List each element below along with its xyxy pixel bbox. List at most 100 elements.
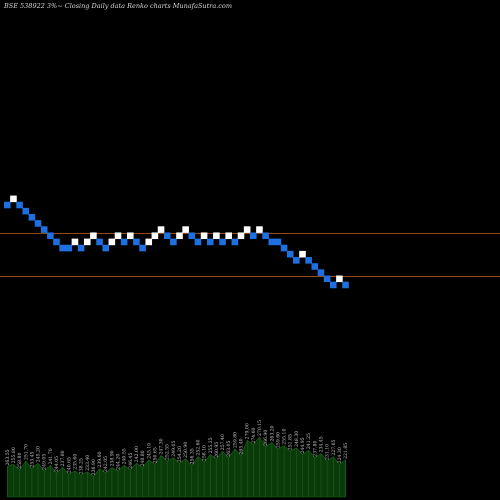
volume-label: 248.80 xyxy=(140,450,146,466)
renko-brick-down xyxy=(65,244,73,252)
volume-label: 241.70 xyxy=(48,448,54,464)
volume-label: 231.10 xyxy=(325,444,331,460)
volume-label: 274.60 xyxy=(251,427,257,443)
volume-label: 238.25 xyxy=(79,458,85,474)
volume-label: 242.00 xyxy=(134,446,140,462)
volume-label: 255.10 xyxy=(282,429,288,445)
renko-brick-down xyxy=(194,238,202,246)
volume-label: 234.45 xyxy=(319,436,325,452)
volume-label: 244.05 xyxy=(54,456,60,472)
volume-label: 252.60 xyxy=(196,439,202,455)
renko-brick-down xyxy=(342,281,349,289)
volume-label: 235.60 xyxy=(73,454,79,470)
volume-label: 233.40 xyxy=(85,455,91,471)
volume-label: 263.20 xyxy=(269,425,275,441)
volume-label: 242.05 xyxy=(103,456,109,472)
volume-label: 254.20 xyxy=(177,446,183,462)
volume-label: 258.10 xyxy=(202,445,208,461)
volume-label: 260.95 xyxy=(214,442,220,458)
volume-label: 257.40 xyxy=(220,434,226,450)
renko-brick-up xyxy=(256,226,263,233)
renko-brick-up xyxy=(114,232,122,240)
renko-brick-up xyxy=(200,232,208,240)
volume-label: 250.90 xyxy=(183,442,189,458)
renko-brick-up xyxy=(145,238,153,246)
volume-label: 256.35 xyxy=(189,448,195,464)
renko-brick-down xyxy=(317,269,325,276)
renko-brick-down xyxy=(34,220,42,227)
renko-brick-up xyxy=(243,226,251,233)
renko-brick-down xyxy=(53,238,60,246)
renko-bricks xyxy=(4,195,349,289)
volume-label: 251.70 xyxy=(23,444,29,460)
renko-brick-up xyxy=(90,232,97,240)
volume-label: 246.45 xyxy=(128,453,134,469)
volume-label: 266.90 xyxy=(263,430,269,446)
renko-brick-down xyxy=(139,244,146,252)
renko-brick-up xyxy=(299,250,306,258)
volume-label: 253.45 xyxy=(29,451,35,467)
renko-brick-down xyxy=(231,238,239,246)
volume-label: 236.90 xyxy=(91,459,97,475)
volume-label: 270.15 xyxy=(257,420,263,436)
volume-label: 237.80 xyxy=(312,441,318,457)
renko-brick-up xyxy=(157,226,165,233)
volume-label: 250.65 xyxy=(152,447,158,463)
volume-label: 251.85 xyxy=(288,434,294,450)
renko-brick-down xyxy=(286,250,294,258)
renko-brick-down xyxy=(206,238,214,246)
volume-label: 239.60 xyxy=(97,451,103,467)
volume-label: 247.30 xyxy=(159,438,165,454)
renko-brick-up xyxy=(108,238,116,246)
volume-label: 255.25 xyxy=(208,437,214,453)
renko-brick-down xyxy=(323,275,331,283)
volume-label: 241.25 xyxy=(306,433,312,449)
volume-label: 240.55 xyxy=(122,448,128,464)
volume-label: 249.05 xyxy=(171,441,177,457)
volume-label: 249.05 xyxy=(42,454,48,470)
volume-label: 263.55 xyxy=(5,449,11,465)
renko-brick-down xyxy=(274,238,282,246)
renko-brick-down xyxy=(133,238,140,246)
volume-label: 240.65 xyxy=(66,457,72,473)
renko-brick-down xyxy=(28,214,36,221)
volume-label: 259.60 xyxy=(275,432,281,448)
renko-brick-down xyxy=(77,244,85,252)
chart-header: BSE 538922 3%~ Closing Daily data Renko … xyxy=(3,2,232,10)
volume-label: 259.80 xyxy=(232,432,238,448)
renko-brick-down xyxy=(219,238,226,246)
renko-brick-up xyxy=(176,232,183,240)
renko-brick-up xyxy=(213,232,220,240)
volume-label: 227.65 xyxy=(331,439,337,455)
renko-brick-down xyxy=(311,263,319,270)
volume-label: 244.20 xyxy=(116,454,122,470)
renko-brick-down xyxy=(305,257,312,264)
renko-brick-down xyxy=(280,244,288,252)
renko-brick-down xyxy=(4,201,11,209)
volume-label: 238.90 xyxy=(109,450,115,466)
renko-brick-up xyxy=(237,232,245,240)
volume-label: 245.20 xyxy=(36,446,42,462)
renko-brick-down xyxy=(293,257,300,264)
volume-label: 244.95 xyxy=(300,437,306,453)
renko-brick-down xyxy=(188,232,196,240)
volume-label: 224.30 xyxy=(337,447,343,463)
renko-brick-down xyxy=(268,238,276,246)
volume-label: 279.00 xyxy=(245,423,251,439)
volume-label: 258.80 xyxy=(17,453,23,469)
volume-panel xyxy=(7,436,346,498)
renko-brick-down xyxy=(170,238,177,246)
volume-label: 248.30 xyxy=(294,431,300,447)
renko-brick-down xyxy=(96,238,103,246)
renko-brick-down xyxy=(102,244,109,252)
volume-label: 252.55 xyxy=(165,444,171,460)
renko-brick-down xyxy=(59,244,66,252)
renko-brick-up xyxy=(71,238,79,246)
renko-brick-up xyxy=(336,275,343,283)
volume-label: 245.10 xyxy=(146,443,152,459)
renko-brick-down xyxy=(40,226,48,233)
renko-brick-down xyxy=(262,232,269,240)
renko-brick-up xyxy=(127,232,134,240)
